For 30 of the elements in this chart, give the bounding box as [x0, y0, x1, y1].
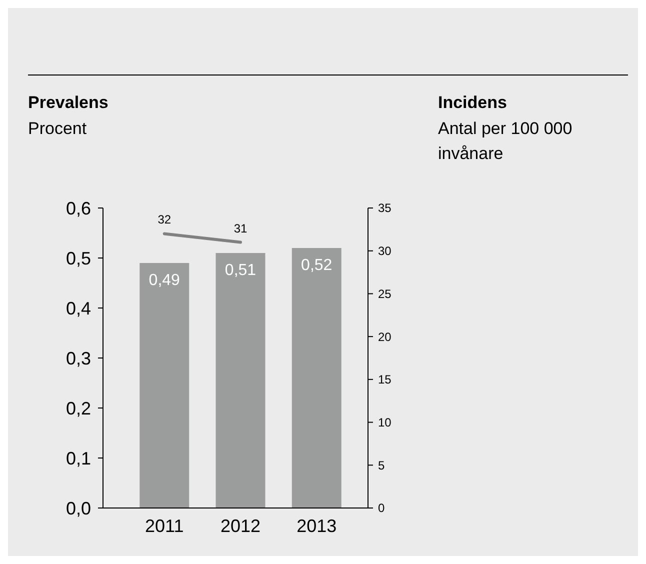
y2-tick-label: 0: [378, 501, 385, 516]
data-label: 31: [234, 221, 248, 236]
bar: [140, 263, 190, 508]
y-tick-label: 0,0: [66, 498, 91, 518]
y2-tick-label: 20: [378, 330, 392, 344]
x-tick-label: 2011: [145, 516, 184, 536]
y-tick-label: 0,1: [66, 448, 91, 468]
data-label: 0,49: [148, 272, 180, 289]
data-label: 0,51: [224, 262, 256, 279]
data-label: 32: [158, 212, 172, 227]
y2-tick-label: 35: [378, 201, 392, 216]
bar: [216, 253, 266, 508]
y-tick-label: 0,4: [66, 298, 91, 318]
y-tick-label: 0,5: [66, 248, 91, 268]
y-tick-label: 0,2: [66, 398, 91, 418]
y2-tick-label: 25: [378, 286, 392, 301]
y2-tick-label: 15: [378, 372, 392, 387]
y2-tick-label: 5: [378, 458, 385, 472]
x-tick-label: 2012: [220, 516, 261, 536]
text: Prevalens: [28, 93, 108, 112]
y2-axis-title: Antal per 100 000 invånare: [438, 119, 572, 163]
data-label: 0,52: [301, 257, 332, 274]
y-tick-label: 0,6: [66, 198, 91, 218]
y2-tick-label: 10: [378, 415, 392, 430]
y-tick-label: 0,3: [66, 348, 91, 368]
x-tick-label: 2013: [296, 516, 337, 536]
text: Incidens: [438, 93, 507, 112]
y-axis-title: Procent: [28, 119, 87, 138]
bar: [292, 248, 342, 508]
y2-tick-label: 30: [378, 244, 392, 258]
